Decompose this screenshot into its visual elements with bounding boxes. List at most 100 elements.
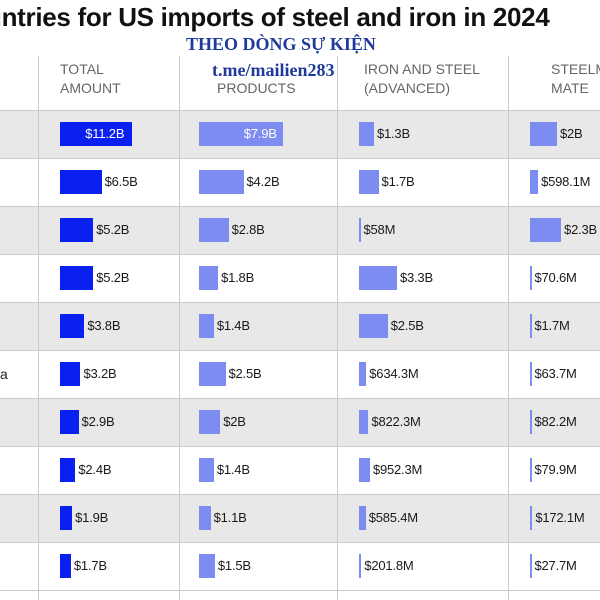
bar-iron-steel — [359, 314, 388, 338]
value-label-products: $2B — [223, 414, 246, 429]
value-label-steelmaking: $63.7M — [534, 366, 577, 381]
value-label-steelmaking: $2.3B — [564, 222, 598, 237]
bar-products — [199, 170, 244, 194]
value-label-products: $1.4B — [216, 318, 250, 333]
row-divider — [0, 542, 600, 543]
value-label-products: $2.8B — [231, 222, 265, 237]
value-label-total: $1.9B — [75, 510, 109, 525]
bar-products — [199, 554, 215, 578]
value-label-total: $5.2B — [96, 270, 130, 285]
bar-products — [199, 458, 214, 482]
value-label-iron-steel: $952.3M — [372, 462, 423, 477]
value-label-total: $3.8B — [87, 318, 121, 333]
bar-iron-steel — [359, 266, 397, 290]
value-label-total: $2.9B — [81, 414, 115, 429]
bar-steelmaking — [530, 506, 533, 530]
row-divider — [0, 494, 600, 495]
value-label-products: $1.8B — [221, 270, 255, 285]
bar-steelmaking — [530, 362, 532, 386]
bar-products — [199, 362, 226, 386]
row-divider — [0, 110, 600, 111]
row-divider — [0, 302, 600, 303]
column-divider — [38, 56, 39, 600]
value-label-iron-steel: $1.7B — [381, 174, 415, 189]
bar-steelmaking — [530, 314, 532, 338]
value-label-steelmaking: $172.1M — [535, 510, 585, 525]
bar-iron-steel — [359, 458, 370, 482]
bar-products — [199, 506, 211, 530]
value-label-total: $11.2B — [85, 126, 125, 141]
value-label-products: $1.5B — [217, 558, 251, 573]
row-background — [0, 206, 600, 254]
country-label: a — [0, 366, 8, 382]
chart-title: untries for US imports of steel and iron… — [0, 2, 550, 32]
column-divider — [508, 56, 509, 600]
value-label-steelmaking: $1.7M — [534, 318, 570, 333]
bar-iron-steel — [359, 362, 367, 386]
row-divider — [0, 158, 600, 159]
bar-steelmaking — [530, 458, 532, 482]
row-divider — [0, 254, 600, 255]
value-label-steelmaking: $70.6M — [534, 270, 577, 285]
bar-iron-steel — [359, 506, 366, 530]
value-label-iron-steel: $634.3M — [369, 366, 419, 381]
bar-products — [199, 218, 229, 242]
bar-total — [60, 506, 73, 530]
bar-steelmaking — [530, 170, 539, 194]
value-label-total: $2.4B — [78, 462, 112, 477]
value-label-total: $6.5B — [104, 174, 138, 189]
bar-total — [60, 122, 132, 146]
bar-total — [60, 266, 94, 290]
header-total-amount: TOTAL AMOUNT — [60, 61, 121, 96]
header-iron-and-steel: IRON AND STEEL (ADVANCED) — [364, 61, 480, 96]
value-label-iron-steel: $585.4M — [368, 510, 418, 525]
bar-total — [60, 170, 102, 194]
bar-products — [199, 410, 221, 434]
bar-total — [60, 410, 79, 434]
value-label-steelmaking: $27.7M — [534, 558, 577, 573]
value-label-products: $1.1B — [213, 510, 247, 525]
row-background — [0, 302, 600, 350]
watermark-line-2: t.me/mailien283 — [212, 60, 335, 80]
row-divider — [0, 398, 600, 399]
bar-products — [199, 122, 283, 146]
value-label-steelmaking: $598.1M — [541, 174, 591, 189]
value-label-total: $5.2B — [96, 222, 130, 237]
value-label-total: $1.7B — [73, 558, 107, 573]
bar-total — [60, 554, 71, 578]
bar-total — [60, 314, 85, 338]
bar-steelmaking — [530, 122, 557, 146]
value-label-products: $4.2B — [246, 174, 280, 189]
bar-total — [60, 458, 76, 482]
row-divider — [0, 206, 600, 207]
bar-iron-steel — [359, 122, 374, 146]
bar-products — [199, 314, 214, 338]
value-label-iron-steel: $1.3B — [376, 126, 410, 141]
bar-total — [60, 362, 81, 386]
bar-iron-steel — [359, 410, 369, 434]
row-divider — [0, 350, 600, 351]
value-label-iron-steel: $2.5B — [390, 318, 424, 333]
row-background — [0, 494, 600, 542]
value-label-iron-steel: $58M — [363, 222, 396, 237]
column-divider — [179, 56, 180, 600]
value-label-products: $2.5B — [228, 366, 262, 381]
bar-iron-steel — [359, 554, 362, 578]
value-label-total: $3.2B — [83, 366, 117, 381]
value-label-products: $7.9B — [243, 126, 277, 141]
value-label-iron-steel: $822.3M — [371, 414, 421, 429]
watermark-line-1: THEO DÒNG SỰ KIỆN — [186, 34, 376, 54]
value-label-steelmaking: $82.2M — [534, 414, 577, 429]
bar-steelmaking — [530, 266, 532, 290]
bar-steelmaking — [530, 218, 562, 242]
value-label-products: $1.4B — [216, 462, 250, 477]
bar-iron-steel — [359, 170, 379, 194]
bar-iron-steel — [359, 218, 361, 242]
value-label-steelmaking: $79.9M — [534, 462, 577, 477]
value-label-iron-steel: $3.3B — [399, 270, 433, 285]
value-label-steelmaking: $2B — [560, 126, 583, 141]
bar-steelmaking — [530, 554, 532, 578]
column-divider — [337, 56, 338, 600]
bar-products — [199, 266, 219, 290]
